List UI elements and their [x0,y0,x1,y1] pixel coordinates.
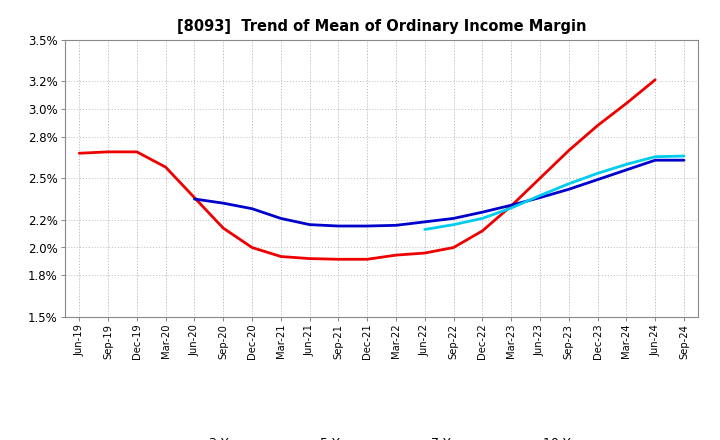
5 Years [219,201,228,206]
5 Years [392,223,400,228]
5 Years [536,195,544,200]
5 Years [564,187,573,192]
3 Years [651,77,660,82]
3 Years [593,123,602,128]
5 Years [622,167,631,172]
3 Years [104,149,112,154]
3 Years [449,245,458,250]
Line: 3 Years: 3 Years [79,80,655,259]
Legend: 3 Years, 5 Years, 7 Years, 10 Years: 3 Years, 5 Years, 7 Years, 10 Years [163,432,600,440]
3 Years [305,256,314,261]
3 Years [190,195,199,200]
3 Years [161,165,170,170]
5 Years [651,158,660,163]
5 Years [478,209,487,215]
7 Years [507,205,516,211]
7 Years [478,216,487,221]
7 Years [564,181,573,187]
3 Years [363,257,372,262]
5 Years [680,158,688,163]
7 Years [622,161,631,167]
5 Years [363,224,372,229]
Title: [8093]  Trend of Mean of Ordinary Income Margin: [8093] Trend of Mean of Ordinary Income … [177,19,586,34]
Line: 5 Years: 5 Years [194,160,684,226]
3 Years [564,148,573,153]
7 Years [449,222,458,227]
3 Years [478,228,487,234]
7 Years [536,193,544,198]
5 Years [449,216,458,221]
7 Years [680,154,688,159]
3 Years [420,250,429,256]
5 Years [593,177,602,182]
5 Years [334,224,343,229]
7 Years [420,227,429,232]
7 Years [651,154,660,159]
3 Years [507,203,516,209]
Line: 7 Years: 7 Years [425,156,684,230]
3 Years [75,150,84,156]
3 Years [536,176,544,181]
3 Years [132,149,141,154]
3 Years [276,254,285,259]
3 Years [392,253,400,258]
3 Years [219,225,228,231]
5 Years [507,202,516,208]
3 Years [248,245,256,250]
5 Years [248,206,256,211]
7 Years [593,171,602,176]
3 Years [622,101,631,106]
5 Years [276,216,285,221]
5 Years [420,219,429,224]
3 Years [334,257,343,262]
5 Years [305,222,314,227]
5 Years [190,196,199,202]
